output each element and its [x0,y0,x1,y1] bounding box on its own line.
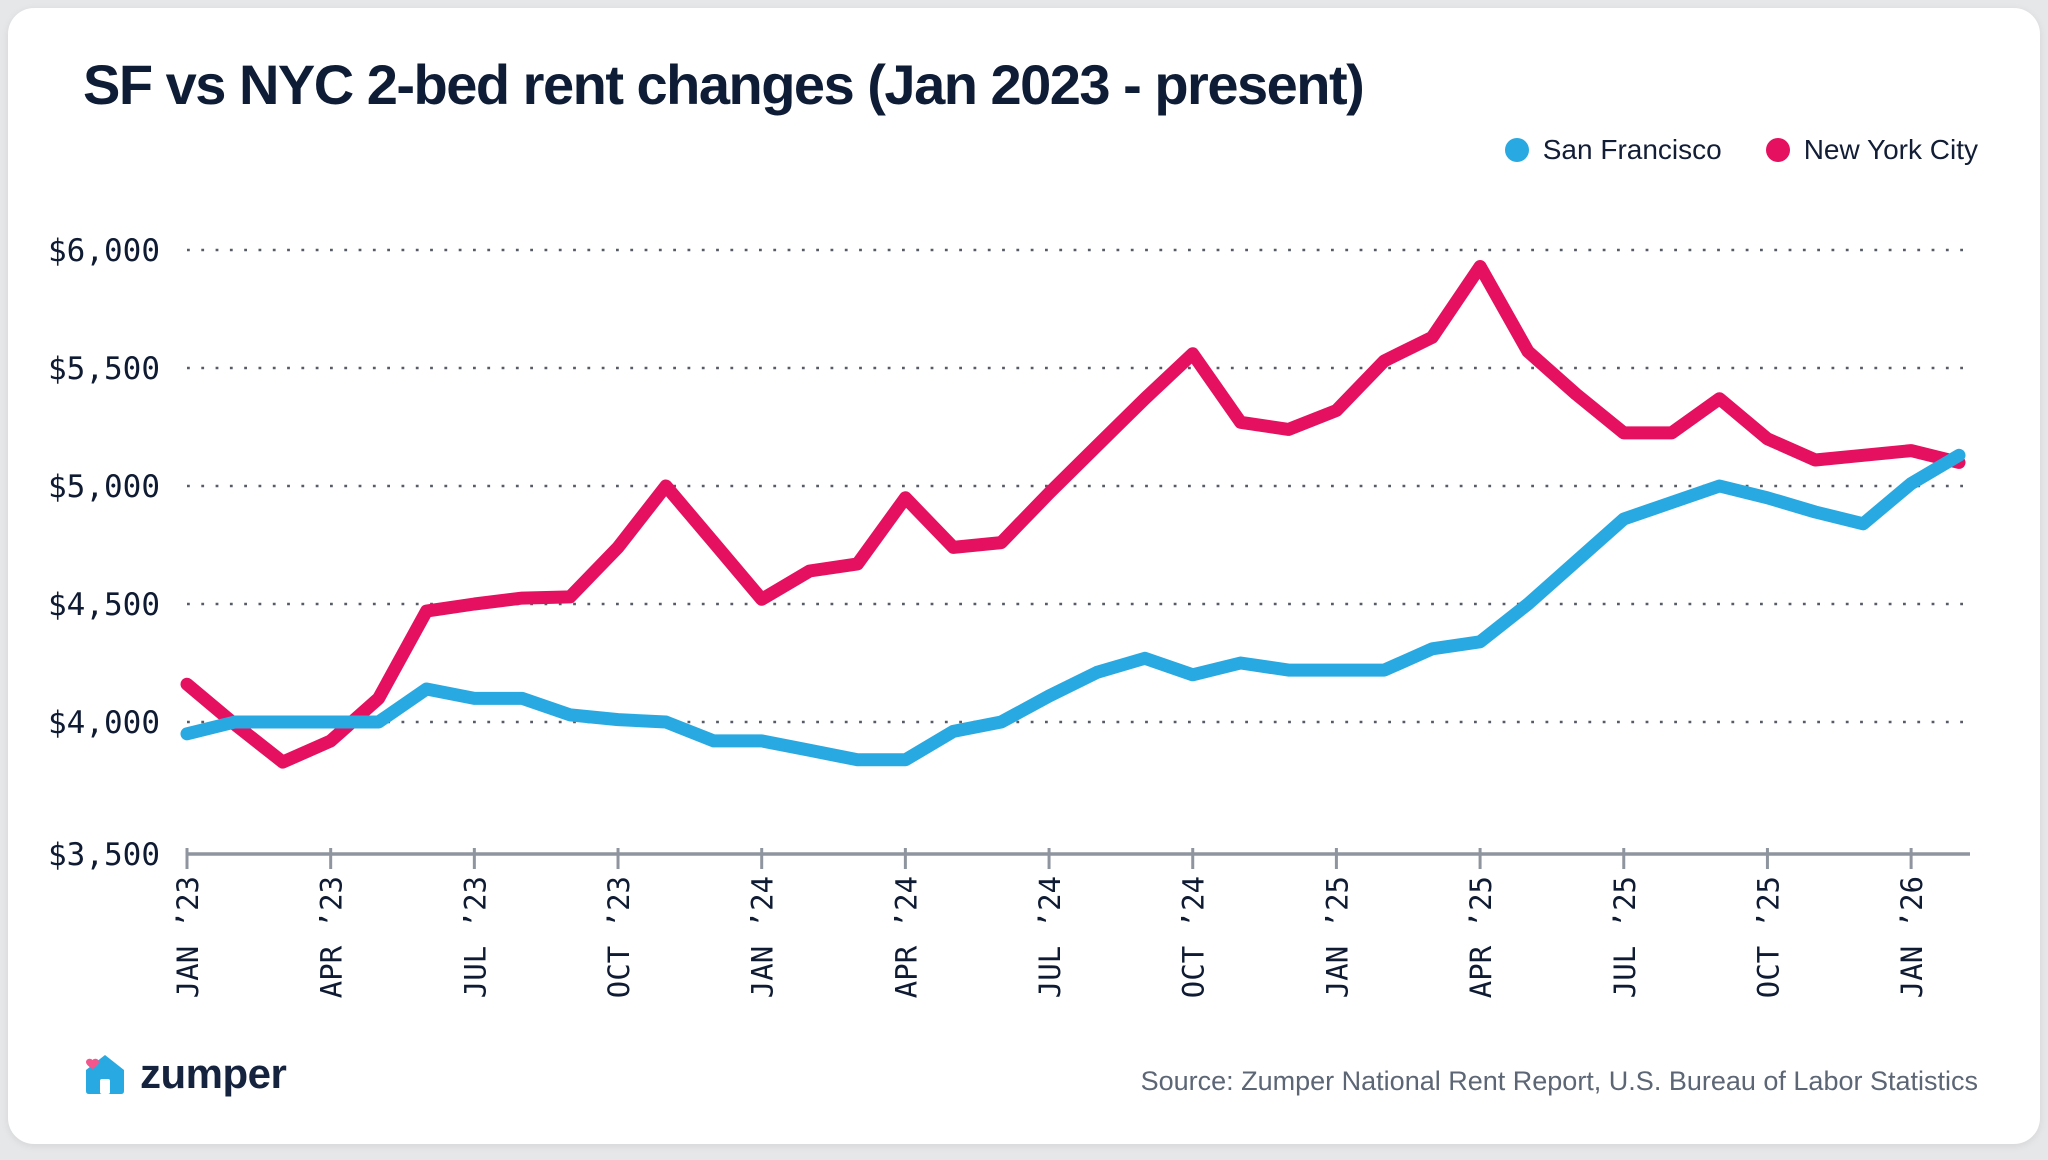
y-tick-label: $5,000 [48,469,160,505]
y-tick-label: $6,000 [48,233,160,269]
line-new-york-city [180,260,1966,769]
line-san-francisco [180,448,1966,767]
brand-name: zumper [140,1050,287,1097]
chart-card: SF vs NYC 2-bed rent changes (Jan 2023 -… [8,8,2040,1144]
x-tick-label: OCT ’24 [1177,876,1211,998]
y-tick-label: $5,500 [48,351,160,387]
page-title: SF vs NYC 2-bed rent changes (Jan 2023 -… [83,53,1365,116]
x-tick-label: JAN ’25 [1320,876,1354,998]
rent-line-chart: $6,000 $5,500 $5,000 $4,500 $4,000 $3,500 JAN … [48,233,1970,998]
x-tick-label: APR ’23 [315,876,349,998]
legend-dot-nyc-icon [1765,138,1790,162]
y-tick-label: $4,500 [48,587,160,623]
legend: San Francisco New York City [1504,134,1978,166]
x-tick-label: OCT ’23 [602,876,636,998]
legend-label-sf: San Francisco [1542,134,1722,165]
x-tick-label: JAN ’24 [746,876,780,998]
x-tick-label: JAN ’26 [1895,876,1929,998]
zumper-logo: zumper [82,1050,287,1098]
x-tick-label: JUL ’24 [1033,876,1067,998]
legend-label-nyc: New York City [1803,134,1978,165]
x-tick-label: JUL ’25 [1608,876,1642,998]
legend-item-san-francisco: San Francisco [1504,134,1722,166]
x-tick-label: JAN ’23 [171,876,205,998]
x-tick-label: APR ’25 [1464,876,1498,998]
x-tick-label: OCT ’25 [1751,876,1785,998]
source-attribution: Source: Zumper National Rent Report, U.S… [1140,1066,1978,1096]
zumper-house-icon [86,1055,124,1094]
x-tick-label: JUL ’23 [458,876,492,998]
legend-dot-sf-icon [1504,138,1529,162]
y-tick-label: $3,500 [48,837,160,873]
legend-item-new-york-city: New York City [1765,134,1978,166]
x-tick-label: APR ’24 [889,876,923,998]
y-tick-label: $4,000 [48,705,160,741]
